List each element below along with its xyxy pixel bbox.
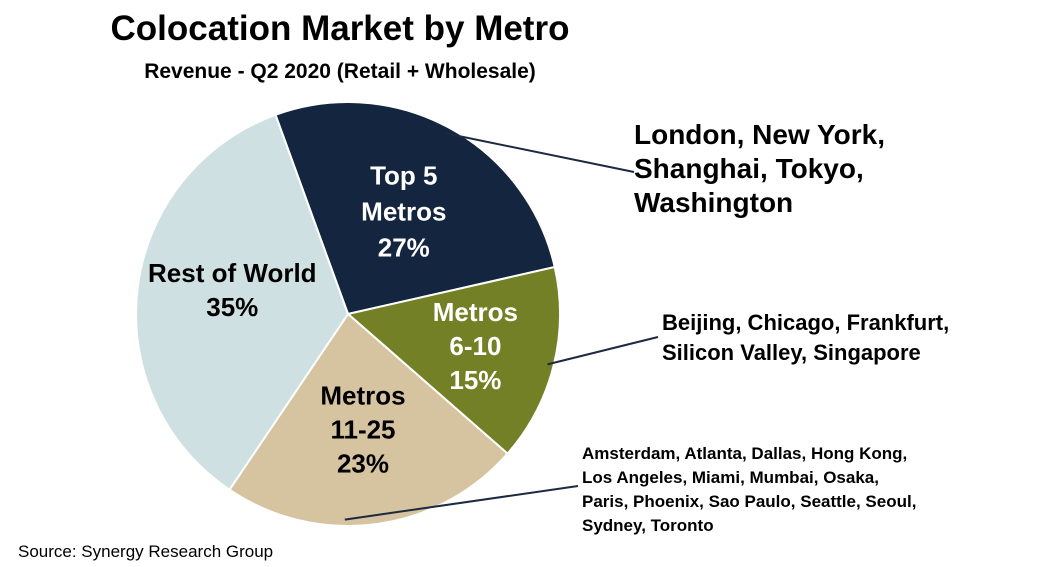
- slice-label-top5: Top 5 Metros 27%: [361, 161, 446, 263]
- chart-title: Colocation Market by Metro: [111, 9, 570, 48]
- slice-name-line: Rest of World: [148, 258, 317, 288]
- slice-name-line: 11-25: [330, 415, 395, 445]
- slice-name-line: Top 5: [370, 161, 437, 191]
- callout-line-text: Amsterdam, Atlanta, Dallas, Hong Kong,: [582, 444, 907, 463]
- pie-callouts: London, New York, Shanghai, Tokyo, Washing…: [344, 119, 949, 535]
- callout-line-text: Los Angeles, Miami, Mumbai, Osaka,: [582, 468, 879, 487]
- pie-slice-labels: Top 5 Metros 27% Metros 6-10 15% Metros 11-25 23…: [148, 161, 518, 479]
- callout-line-top5: [446, 132, 635, 173]
- callout-text-metros11to25: Amsterdam, Atlanta, Dallas, Hong Kong, Lo…: [582, 444, 916, 535]
- callout-line-text: Washington: [634, 187, 793, 218]
- slice-value-metros11to25: 23%: [337, 449, 389, 479]
- callout-line-metros11to25: [344, 485, 579, 521]
- slice-name-line: 6-10: [449, 331, 501, 361]
- callout-line-text: Silicon Valley, Singapore: [662, 340, 921, 365]
- pie-slice-top5: [274, 101, 556, 316]
- slice-value-top5: 27%: [378, 233, 430, 263]
- pie-slice-rest: [135, 113, 350, 492]
- slice-name-line: Metros: [361, 197, 446, 227]
- callout-text-top5: London, New York, Shanghai, Tokyo, Washing…: [634, 119, 885, 218]
- source-note: Source: Synergy Research Group: [18, 542, 273, 561]
- callout-text-metros6to10: Beijing, Chicago, Frankfurt, Silicon Vall…: [662, 310, 949, 365]
- slice-name-line: Metros: [433, 297, 518, 327]
- callout-line-text: Paris, Phoenix, Sao Paulo, Seattle, Seou…: [582, 492, 916, 511]
- pie-slice-metros6to10: [345, 265, 561, 456]
- pie-slices: [135, 101, 561, 527]
- callout-line-text: Shanghai, Tokyo,: [634, 153, 864, 184]
- slice-label-metros6to10: Metros 6-10 15%: [433, 297, 518, 395]
- slice-label-rest: Rest of World 35%: [148, 258, 317, 322]
- callout-line-text: Beijing, Chicago, Frankfurt,: [662, 310, 949, 335]
- callout-line-metros6to10: [547, 336, 659, 366]
- pie-slice-metros11to25: [228, 312, 509, 527]
- slice-value-rest: 35%: [206, 292, 258, 322]
- slice-name-line: Metros: [320, 381, 405, 411]
- chart-subtitle: Revenue - Q2 2020 (Retail + Wholesale): [144, 60, 536, 83]
- callout-line-text: Sydney, Toronto: [582, 516, 714, 535]
- slice-value-metros6to10: 15%: [449, 365, 501, 395]
- callout-line-text: London, New York,: [634, 119, 885, 150]
- slice-label-metros11to25: Metros 11-25 23%: [320, 381, 405, 479]
